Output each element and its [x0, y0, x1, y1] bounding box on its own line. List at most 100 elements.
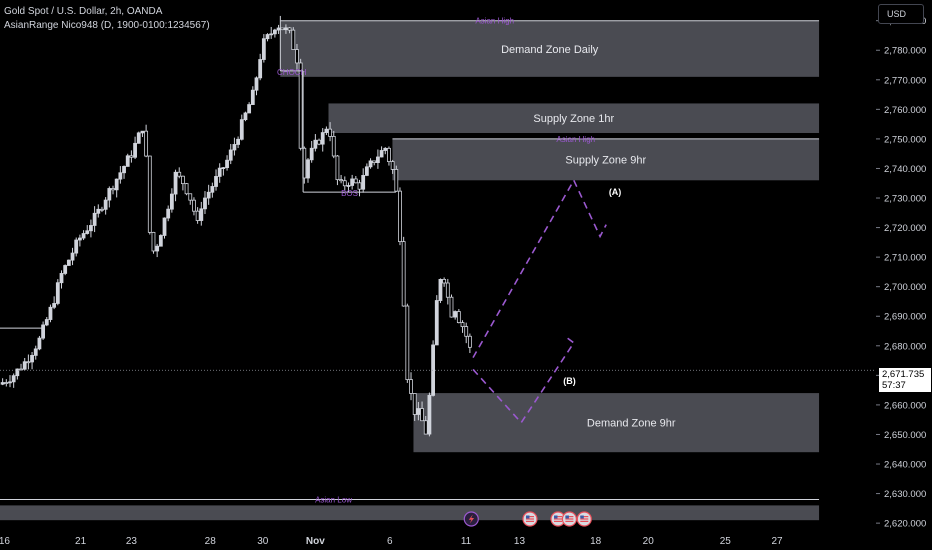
candle-body-10 — [37, 337, 42, 350]
candle-body-90 — [331, 136, 336, 157]
level-label-0: Asian High — [475, 17, 514, 26]
candle-body-22 — [81, 233, 86, 239]
flag-event-icon[interactable] — [550, 511, 566, 527]
candle-body-114 — [420, 408, 424, 422]
projection-path-1 — [472, 336, 575, 424]
candle-body-57 — [210, 186, 215, 193]
candle-body-23 — [85, 230, 90, 234]
ytick-label-6: 2,680.000 — [884, 341, 926, 352]
ytick-label-4: 2,660.000 — [884, 400, 926, 411]
ytick-label-15: 2,770.000 — [884, 75, 926, 86]
candle-body-93 — [342, 180, 347, 187]
candle-body-62 — [228, 149, 233, 161]
candle-body-103 — [379, 150, 384, 158]
candle-body-18 — [66, 259, 71, 266]
candle-body-60 — [221, 167, 226, 170]
candle-body-13 — [48, 306, 53, 320]
candle-body-81 — [298, 62, 303, 149]
candle-body-66 — [243, 112, 248, 121]
candle-body-17 — [63, 265, 68, 274]
candle-body-40 — [147, 155, 152, 233]
xtick-label-6: 6 — [387, 536, 393, 547]
ytick-label-8: 2,700.000 — [884, 282, 926, 293]
candle-body-61 — [225, 159, 229, 169]
last-price-tag: 2,671.735 57:37 — [879, 368, 931, 392]
ytick-label-12: 2,740.000 — [884, 164, 926, 175]
zone-label-2: Supply Zone 9hr — [565, 155, 646, 167]
flag-event-icon[interactable] — [576, 511, 592, 527]
candle-body-118 — [434, 300, 439, 346]
candle-body-101 — [372, 160, 377, 164]
candle-body-32 — [118, 172, 123, 180]
candle-body-64 — [236, 138, 240, 145]
candle-body-36 — [133, 142, 137, 158]
candle-body-27 — [100, 208, 104, 211]
xtick-label-9: 18 — [590, 536, 602, 547]
candle-body-104 — [383, 147, 388, 151]
candle-body-41 — [151, 231, 156, 252]
ytick-label-9: 2,710.000 — [884, 253, 926, 264]
indicator-legend[interactable]: AsianRange Nico948 (D, 1900-0100:1234567… — [4, 20, 210, 31]
currency-button[interactable]: USD — [878, 4, 924, 24]
candle-body-65 — [239, 119, 244, 140]
candle-body-4 — [15, 368, 20, 377]
candle-body-113 — [416, 408, 421, 415]
candle-body-20 — [74, 239, 79, 254]
candle-body-1 — [4, 382, 9, 384]
xtick-label-10: 20 — [643, 536, 655, 547]
ytick-label-16: 2,780.000 — [884, 46, 926, 57]
candle-body-70 — [258, 59, 263, 79]
candle-body-86 — [317, 139, 321, 145]
ytick-label-14: 2,760.000 — [884, 105, 926, 116]
xtick-label-5: Nov — [306, 536, 325, 547]
flag-event-icon[interactable] — [522, 511, 538, 527]
candle-body-37 — [136, 132, 141, 144]
flag-event-icon[interactable] — [561, 511, 578, 527]
candle-body-33 — [122, 166, 126, 174]
candle-body-94 — [346, 185, 351, 187]
xtick-label-4: 30 — [257, 536, 269, 547]
xtick-label-11: 25 — [720, 536, 732, 547]
candle-body-52 — [192, 199, 196, 212]
candle-body-11 — [41, 324, 45, 339]
candle-body-12 — [44, 319, 49, 326]
time-axis-bg — [0, 532, 932, 550]
candle-body-108 — [398, 190, 402, 243]
candle-body-107 — [394, 169, 399, 192]
candle-body-71 — [261, 38, 266, 60]
candle-body-34 — [125, 155, 130, 167]
candle-body-8 — [30, 354, 34, 363]
ytick-label-3: 2,650.000 — [884, 430, 926, 441]
flash-event-icon[interactable] — [463, 511, 479, 527]
zone-2 — [392, 138, 820, 181]
xtick-label-7: 11 — [461, 536, 472, 547]
candle-body-97 — [357, 182, 362, 190]
candle-body-28 — [103, 199, 108, 210]
candle-body-116 — [427, 395, 432, 435]
candle-body-91 — [335, 155, 340, 181]
candle-body-99 — [364, 166, 369, 176]
candle-body-59 — [217, 167, 222, 177]
candle-body-125 — [460, 322, 465, 328]
candle-body-102 — [376, 156, 380, 164]
candle-body-29 — [107, 188, 112, 201]
candle-body-78 — [287, 27, 292, 31]
candle-body-38 — [140, 130, 145, 134]
candle-body-98 — [361, 175, 366, 190]
zone-label-1: Supply Zone 1hr — [533, 113, 614, 125]
candle-body-14 — [52, 303, 57, 308]
ytick-label-10: 2,720.000 — [884, 223, 926, 234]
candle-body-95 — [350, 178, 355, 186]
xtick-label-0: 16 — [0, 536, 10, 547]
candle-body-58 — [214, 176, 218, 187]
candle-body-73 — [269, 33, 274, 36]
ytick-label-13: 2,750.000 — [884, 134, 926, 145]
level-label-2: Asian Low — [315, 495, 352, 504]
candle-body-124 — [456, 311, 461, 324]
candle-body-49 — [181, 175, 185, 185]
candle-body-48 — [177, 171, 182, 177]
candle-body-89 — [328, 128, 332, 137]
candle-body-55 — [203, 197, 207, 210]
